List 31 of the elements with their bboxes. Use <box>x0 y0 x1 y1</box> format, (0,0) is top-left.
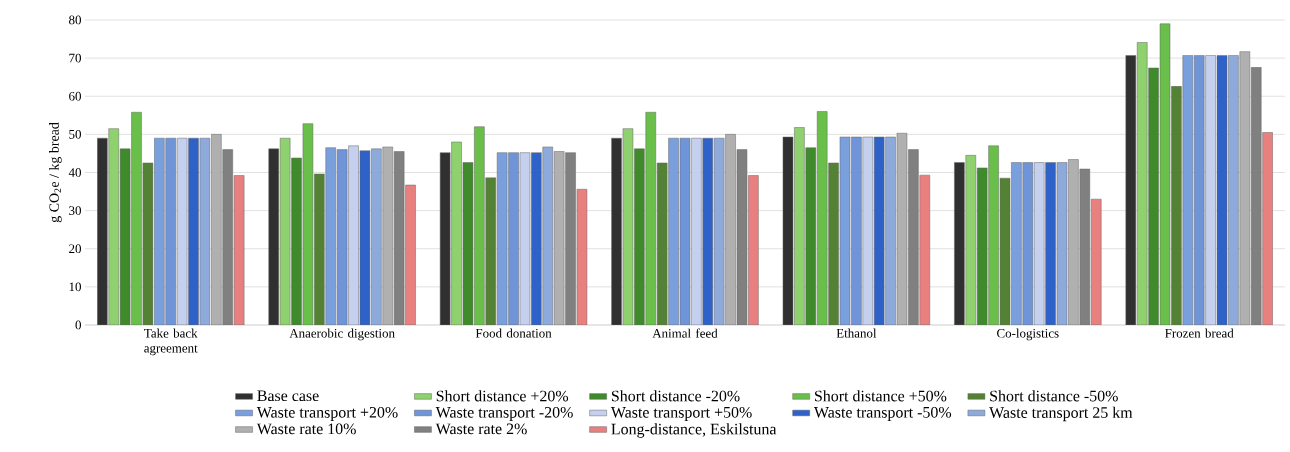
x-tick-label: Anaerobic digestion <box>289 328 395 341</box>
legend-label: Waste transport +50% <box>610 406 752 421</box>
bar <box>1239 51 1251 325</box>
legend-label: Short distance +50% <box>815 390 947 402</box>
y-tick-label: 0 <box>75 320 81 330</box>
y-axis-title: g CO$_{2}$e / kg bread <box>49 122 62 223</box>
legend-label: Waste rate 2% <box>435 423 527 435</box>
y-tick-label: 80 <box>69 15 81 25</box>
y-tick-label: 60 <box>69 91 81 101</box>
x-tick-label: Frozen bread <box>1165 328 1234 338</box>
legend-label: Waste transport +20% <box>256 406 398 421</box>
legend-label: Short distance -20% <box>611 390 740 402</box>
x-tick-label: Food donation <box>475 328 552 338</box>
legend-label: Base case <box>257 390 319 402</box>
legend-label: Waste rate 10% <box>256 423 356 435</box>
y-tick-label: 20 <box>69 244 81 254</box>
y-tick-label: 50 <box>69 130 81 139</box>
legend-label: Short distance -50% <box>990 390 1118 402</box>
y-tick-label: 10 <box>69 282 81 292</box>
x-tick-label: Animal feed <box>652 328 718 338</box>
legend-label: Waste transport -50% <box>813 406 952 421</box>
x-tick-label: Take back agreement <box>144 328 198 356</box>
x-tick-label: Co-logistics <box>997 328 1059 341</box>
legend-label: Waste transport 25 km <box>989 406 1133 422</box>
y-tick-label: 70 <box>69 53 81 63</box>
legend-label: Waste transport -20% <box>435 406 573 421</box>
y-tick-label: 40 <box>68 168 81 177</box>
y-tick-label: 30 <box>69 206 81 215</box>
x-tick-label: Ethanol <box>836 328 877 338</box>
legend-label: Long-distance, Eskilstuna <box>611 423 777 438</box>
legend-label: Short distance +20% <box>436 390 569 402</box>
